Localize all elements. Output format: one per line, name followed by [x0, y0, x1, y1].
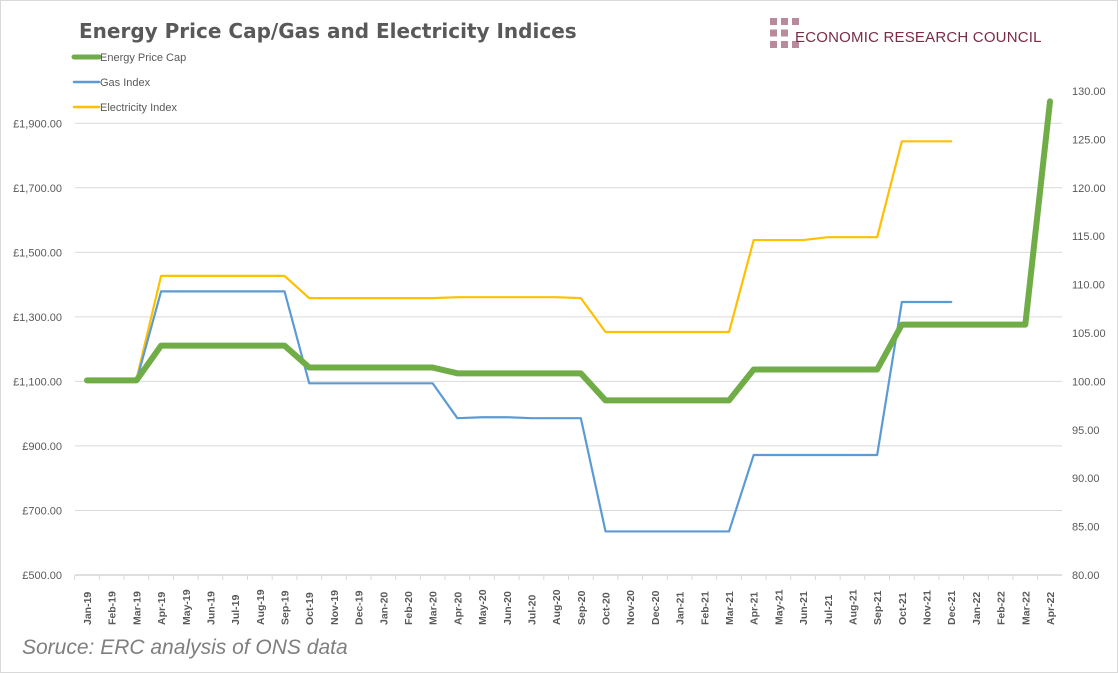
x-tick-label: Feb-20 — [403, 591, 415, 625]
x-tick-label: Jul-20 — [526, 594, 538, 625]
y-right-tick-label: 95.00 — [1072, 425, 1100, 437]
x-tick-label: Apr-19 — [156, 592, 168, 625]
x-tick-label: Jan-19 — [82, 592, 94, 625]
erc-logo — [770, 18, 799, 48]
x-tick-label: Oct-19 — [304, 592, 316, 625]
x-tick-label: Jun-20 — [502, 591, 514, 625]
y-right-tick-label: 110.00 — [1072, 280, 1105, 292]
legend-label: Gas Index — [100, 77, 151, 89]
x-tick-label: Feb-22 — [996, 591, 1008, 625]
logo-square — [792, 41, 799, 48]
x-tick-label: Aug-20 — [551, 589, 563, 625]
x-tick-label: Dec-21 — [946, 590, 958, 625]
x-tick-label: Jul-21 — [823, 594, 835, 625]
x-tick-label: Sep-21 — [872, 590, 884, 625]
logo-square — [781, 18, 788, 25]
source-note: Soruce: ERC analysis of ONS data — [22, 636, 348, 659]
x-tick-label: May-20 — [477, 589, 489, 625]
y-right-tick-label: 85.00 — [1072, 522, 1100, 534]
y-left-tick-label: £1,100.00 — [13, 376, 62, 388]
chart-title: Energy Price Cap/Gas and Electricity Ind… — [79, 19, 577, 43]
x-tick-label: Jun-21 — [798, 591, 810, 625]
y-left-tick-label: £1,700.00 — [13, 183, 62, 195]
x-tick-label: Mar-21 — [724, 591, 736, 625]
x-tick-label: Nov-19 — [329, 590, 341, 625]
x-tick-label: Oct-21 — [897, 592, 909, 625]
x-tick-label: Apr-20 — [452, 592, 464, 625]
x-tick-label: Sep-20 — [576, 590, 588, 625]
x-tick-label: Feb-19 — [107, 591, 119, 625]
logo-text: ECONOMIC RESEARCH COUNCIL — [795, 29, 1042, 46]
x-tick-label: Jul-19 — [230, 594, 242, 625]
x-tick-label: Jan-22 — [971, 592, 983, 625]
y-right-tick-label: 130.00 — [1072, 86, 1106, 98]
series-line-gas-index — [85, 290, 953, 533]
x-tick-label: Jan-21 — [675, 592, 687, 625]
logo-square — [770, 29, 777, 37]
x-tick-label: Aug-21 — [847, 589, 859, 625]
y-left-tick-label: £900.00 — [22, 441, 62, 453]
logo-square — [781, 41, 788, 48]
series-line-electricity-index — [85, 140, 953, 383]
y-left-tick-label: £500.00 — [22, 570, 62, 582]
x-tick-label: Jun-19 — [205, 591, 217, 625]
y-right-tick-label: 100.00 — [1072, 376, 1106, 388]
x-tick-label: Sep-19 — [280, 590, 292, 625]
legend-label: Electricity Index — [100, 102, 178, 114]
y-right-tick-label: 80.00 — [1072, 570, 1100, 582]
x-tick-label: Nov-20 — [625, 590, 637, 625]
y-right-tick-label: 120.00 — [1072, 183, 1106, 195]
x-tick-label: Nov-21 — [922, 590, 934, 625]
x-tick-label: Aug-19 — [255, 589, 267, 625]
y-left-tick-label: £1,900.00 — [13, 118, 62, 130]
logo-square — [770, 41, 777, 48]
x-tick-label: Mar-19 — [131, 591, 143, 625]
logo-square — [770, 18, 777, 25]
x-tick-label: Apr-21 — [749, 592, 761, 625]
y-left-tick-label: £700.00 — [22, 505, 62, 517]
series-line-energy-price-cap — [84, 98, 1053, 404]
x-tick-label: Dec-20 — [650, 590, 662, 625]
y-left-tick-label: £1,500.00 — [13, 247, 62, 259]
x-tick-label: Jan-20 — [378, 592, 390, 625]
x-tick-label: May-21 — [773, 589, 785, 625]
y-right-tick-label: 115.00 — [1072, 231, 1105, 243]
logo-square — [792, 18, 799, 25]
logo-square — [781, 29, 788, 37]
x-tick-label: May-19 — [181, 589, 193, 625]
legend-label: Energy Price Cap — [100, 52, 186, 64]
y-right-tick-label: 125.00 — [1072, 134, 1106, 146]
x-tick-label: Mar-22 — [1020, 591, 1032, 625]
x-tick-label: Feb-21 — [699, 591, 711, 625]
x-tick-label: Mar-20 — [428, 591, 440, 625]
y-right-tick-label: 90.00 — [1072, 473, 1100, 485]
x-tick-label: Oct-20 — [601, 592, 613, 625]
x-tick-label: Apr-22 — [1045, 592, 1057, 625]
x-tick-label: Dec-19 — [354, 590, 366, 625]
y-left-tick-label: £1,300.00 — [13, 312, 62, 324]
y-right-tick-label: 105.00 — [1072, 328, 1106, 340]
